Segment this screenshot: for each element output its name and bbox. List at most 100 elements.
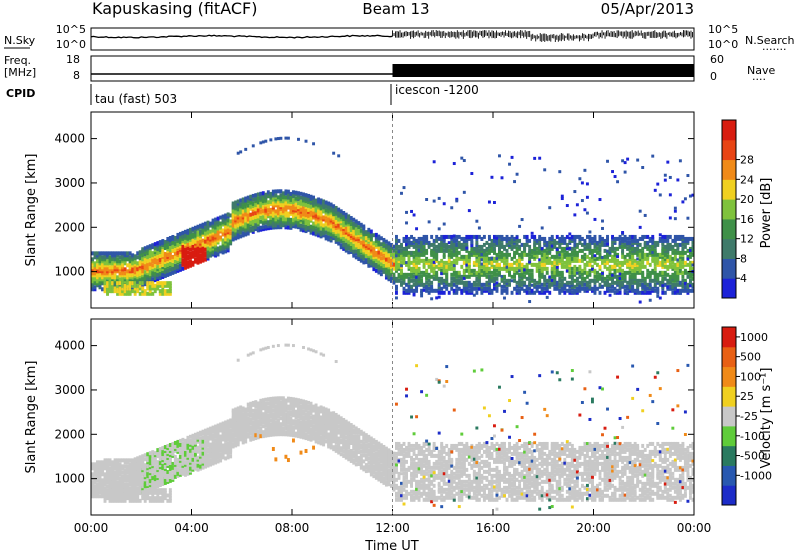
- power-cell: [168, 255, 172, 260]
- power-cell: [681, 270, 685, 275]
- power-cell: [405, 244, 408, 249]
- velocity-cell: [141, 493, 145, 498]
- power-cell: [510, 238, 514, 243]
- power-cell: [395, 284, 398, 289]
- velocity-cell: [121, 493, 125, 498]
- power-cell: [686, 236, 690, 241]
- power-cell: [590, 240, 594, 245]
- power-cell: [216, 230, 220, 235]
- power-cell: [186, 260, 190, 265]
- power-cell: [455, 242, 459, 247]
- power-cell: [533, 240, 537, 245]
- power-cell: [623, 161, 627, 165]
- colorbar-swatch: [722, 120, 736, 141]
- power-cell: [166, 281, 170, 286]
- power-cell: [214, 241, 218, 246]
- power-cell: [477, 268, 481, 273]
- velocity-cell: [111, 496, 115, 501]
- power-cell: [606, 266, 609, 271]
- power-cell: [450, 240, 454, 245]
- power-cell: [430, 242, 434, 247]
- power-cell: [279, 189, 283, 194]
- power-cell: [123, 286, 127, 291]
- power-cell: [626, 240, 630, 245]
- power-cell: [400, 264, 403, 268]
- power-cell: [518, 288, 522, 293]
- power-cell: [485, 286, 489, 291]
- power-cell: [661, 238, 665, 243]
- power-cell: [359, 240, 363, 245]
- power-cell: [352, 217, 356, 222]
- power-cell: [432, 258, 436, 263]
- power-cell: [601, 284, 604, 289]
- power-cell: [138, 260, 142, 265]
- power-cell: [136, 286, 140, 291]
- power-cell: [91, 257, 94, 262]
- power-cell: [148, 289, 152, 294]
- power-cell: [397, 250, 401, 254]
- power-cell: [681, 256, 685, 261]
- power-cell: [171, 262, 175, 267]
- power-cell: [513, 250, 517, 255]
- power-cell: [668, 193, 672, 197]
- power-cell: [437, 227, 441, 231]
- velocity-cell: [103, 493, 107, 498]
- power-cell: [525, 252, 529, 257]
- power-cell: [126, 289, 130, 294]
- power-colorbar-label: Power [dB]: [759, 178, 774, 249]
- power-cell: [450, 250, 454, 255]
- power-cell: [540, 282, 544, 287]
- power-cell: [108, 273, 112, 278]
- power-cell: [289, 191, 293, 196]
- power-cell: [389, 260, 393, 265]
- power-cell: [611, 170, 614, 174]
- power-cell: [400, 242, 403, 247]
- power-cell: [535, 280, 539, 285]
- power-cell: [555, 258, 559, 263]
- power-cell: [234, 200, 238, 205]
- power-cell: [249, 226, 253, 231]
- velocity-cell: [126, 464, 130, 469]
- power-cell: [397, 272, 401, 277]
- power-cell: [608, 276, 612, 281]
- power-cell: [528, 260, 532, 264]
- power-cell: [673, 217, 677, 221]
- power-cell: [156, 281, 160, 286]
- velocity-cell: [143, 457, 147, 462]
- power-cell: [643, 256, 647, 261]
- power-cell: [623, 242, 627, 247]
- power-cell: [229, 219, 233, 224]
- power-cell: [123, 291, 127, 296]
- power-cell: [648, 248, 652, 253]
- power-cell: [668, 284, 672, 289]
- power-cell: [563, 252, 567, 257]
- power-cell: [103, 283, 107, 288]
- power-cell: [475, 290, 479, 295]
- y-tick-label: 3000: [54, 176, 85, 190]
- power-cell: [430, 248, 434, 253]
- power-cell: [467, 268, 471, 273]
- power-cell: [573, 268, 577, 273]
- power-cell: [510, 274, 514, 279]
- power-cell: [163, 289, 167, 294]
- power-cell: [646, 260, 650, 265]
- velocity-cell: [123, 468, 127, 473]
- power-cell: [324, 234, 328, 239]
- power-cell: [477, 256, 481, 261]
- power-cell: [462, 274, 466, 279]
- power-cell: [518, 244, 522, 249]
- power-cell: [477, 234, 481, 239]
- velocity-cell: [156, 493, 160, 498]
- power-cell: [93, 251, 97, 256]
- power-cell: [201, 238, 205, 243]
- power-cell: [505, 234, 509, 239]
- power-cell: [621, 236, 625, 241]
- power-cell: [631, 234, 635, 239]
- power-cell: [337, 241, 341, 246]
- power-cell: [606, 274, 609, 279]
- power-cell: [648, 244, 652, 249]
- power-cell: [450, 286, 454, 291]
- power-cell: [533, 262, 537, 267]
- power-cell: [590, 236, 594, 241]
- power-cell: [503, 260, 506, 265]
